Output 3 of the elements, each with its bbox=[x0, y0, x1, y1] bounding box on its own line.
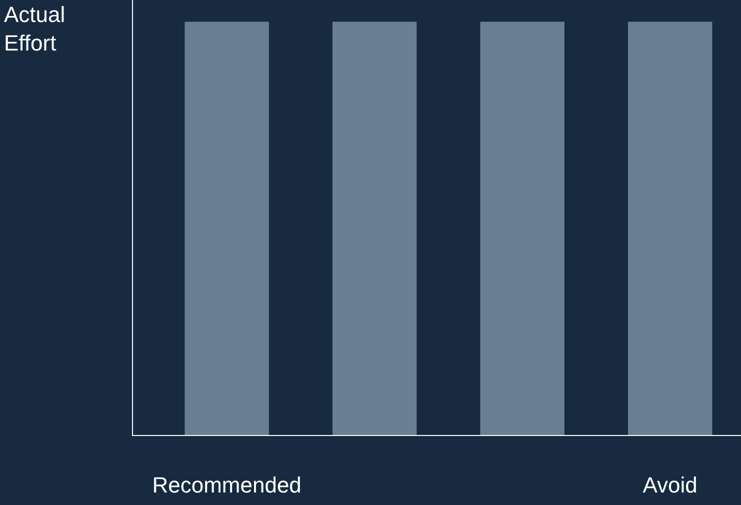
x-tick-label: Avoid bbox=[642, 472, 698, 498]
x-tick-label: Recommended bbox=[152, 472, 302, 498]
y-axis-title: Actual Effort bbox=[4, 2, 66, 56]
